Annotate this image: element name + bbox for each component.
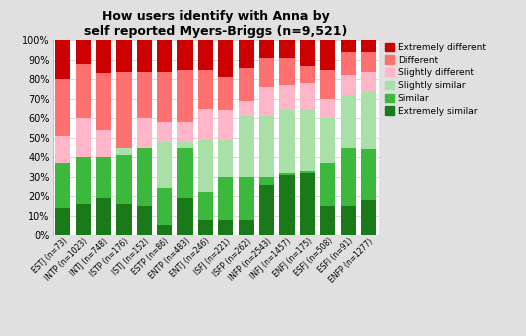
Bar [239, 116, 254, 177]
Bar [279, 58, 295, 85]
Bar [361, 52, 376, 72]
Bar [361, 200, 376, 235]
Bar [96, 198, 111, 235]
Bar [259, 177, 274, 184]
Title: How users identify with Anna by
self reported Myers-Briggs (n=9,521): How users identify with Anna by self rep… [84, 10, 347, 38]
Bar [239, 177, 254, 220]
Bar [279, 40, 295, 58]
Bar [239, 101, 254, 116]
Bar [279, 173, 295, 175]
Bar [137, 118, 152, 148]
Bar [300, 173, 315, 235]
Bar [300, 171, 315, 173]
Bar [320, 163, 336, 206]
Bar [239, 40, 254, 68]
Bar [340, 148, 356, 206]
Bar [177, 122, 193, 142]
Bar [157, 188, 173, 225]
Bar [177, 142, 193, 148]
Bar [340, 40, 356, 52]
Bar [96, 157, 111, 198]
Legend: Extremely different, Different, Slightly different, Slightly similar, Similar, E: Extremely different, Different, Slightly… [383, 41, 488, 117]
Bar [239, 68, 254, 101]
Bar [279, 85, 295, 111]
Bar [279, 111, 295, 173]
Bar [320, 206, 336, 235]
Bar [177, 198, 193, 235]
Bar [320, 99, 336, 118]
Bar [320, 40, 336, 70]
Bar [116, 40, 132, 72]
Bar [157, 225, 173, 235]
Bar [76, 64, 91, 118]
Bar [300, 109, 315, 171]
Bar [259, 184, 274, 235]
Bar [137, 40, 152, 72]
Bar [116, 148, 132, 155]
Bar [259, 58, 274, 87]
Bar [157, 122, 173, 142]
Bar [361, 91, 376, 150]
Bar [218, 77, 234, 111]
Bar [76, 40, 91, 64]
Bar [361, 40, 376, 52]
Bar [340, 52, 356, 75]
Bar [259, 40, 274, 58]
Bar [55, 136, 70, 163]
Bar [116, 72, 132, 148]
Bar [218, 111, 234, 140]
Bar [157, 72, 173, 122]
Bar [198, 40, 213, 70]
Bar [218, 220, 234, 235]
Bar [198, 192, 213, 220]
Bar [198, 140, 213, 192]
Bar [116, 155, 132, 204]
Bar [157, 142, 173, 188]
Bar [198, 70, 213, 109]
Bar [177, 70, 193, 122]
Bar [218, 177, 234, 220]
Bar [137, 148, 152, 206]
Bar [116, 204, 132, 235]
Bar [198, 220, 213, 235]
Bar [137, 206, 152, 235]
Bar [177, 40, 193, 70]
Bar [300, 40, 315, 66]
Bar [320, 70, 336, 99]
Bar [300, 66, 315, 83]
Bar [55, 163, 70, 208]
Bar [55, 208, 70, 235]
Bar [361, 72, 376, 91]
Bar [259, 87, 274, 116]
Bar [157, 40, 173, 72]
Bar [218, 40, 234, 77]
Bar [96, 130, 111, 157]
Bar [76, 157, 91, 204]
Bar [76, 118, 91, 157]
Bar [177, 148, 193, 198]
Bar [361, 150, 376, 200]
Bar [239, 220, 254, 235]
Bar [300, 83, 315, 109]
Bar [340, 75, 356, 95]
Bar [259, 116, 274, 177]
Bar [279, 175, 295, 235]
Bar [76, 204, 91, 235]
Bar [320, 118, 336, 163]
Bar [198, 109, 213, 140]
Bar [218, 140, 234, 177]
Bar [96, 74, 111, 130]
Bar [55, 79, 70, 136]
Bar [55, 40, 70, 79]
Bar [340, 95, 356, 148]
Bar [340, 206, 356, 235]
Bar [137, 72, 152, 118]
Bar [96, 40, 111, 74]
